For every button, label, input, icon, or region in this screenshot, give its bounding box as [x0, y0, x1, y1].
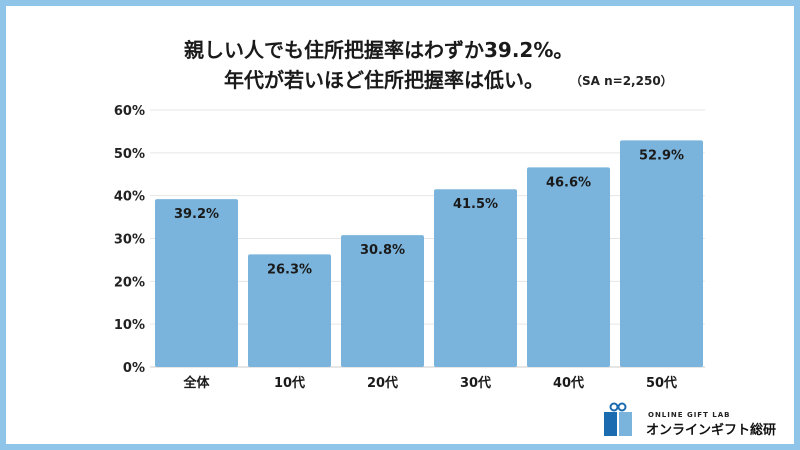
bar [248, 254, 331, 367]
x-tick-label: 全体 [182, 375, 210, 391]
logo-text-jp: オンラインギフト総研 [646, 423, 777, 438]
data-label: 46.6% [546, 175, 591, 190]
x-tick-label: 40代 [553, 375, 584, 391]
y-tick-label: 10% [114, 318, 145, 333]
y-tick-label: 50% [114, 147, 145, 162]
data-label: 41.5% [453, 197, 498, 212]
bar [620, 140, 703, 367]
x-tick-label: 20代 [367, 375, 398, 391]
data-label: 52.9% [639, 148, 684, 163]
gift-logo-icon [604, 402, 632, 436]
bar [155, 199, 238, 367]
chart-subtitle: 年代が若いほど住所把握率は低い。 [224, 68, 544, 92]
bar [434, 189, 517, 367]
x-tick-label: 50代 [646, 375, 677, 391]
y-tick-label: 60% [114, 104, 145, 119]
bar [527, 167, 610, 367]
y-tick-label: 20% [114, 275, 145, 290]
bar [341, 235, 424, 367]
data-label: 30.8% [360, 243, 405, 258]
y-tick-label: 0% [123, 361, 145, 376]
y-tick-label: 40% [114, 190, 145, 205]
data-label: 26.3% [267, 262, 312, 277]
sample-note: （SA n=2,250） [570, 74, 673, 88]
chart-title: 親しい人でも住所把握率はわずか39.2%。 [184, 38, 574, 62]
y-tick-label: 30% [114, 233, 145, 248]
data-label: 39.2% [174, 207, 219, 222]
logo-text-en: ONLINE GIFT LAB [648, 411, 731, 419]
x-tick-label: 10代 [274, 375, 305, 391]
x-tick-label: 30代 [460, 375, 491, 391]
